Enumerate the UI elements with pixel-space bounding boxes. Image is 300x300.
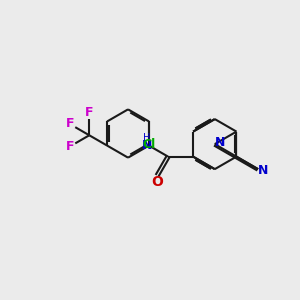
Text: N: N: [258, 164, 268, 177]
Text: N: N: [215, 136, 225, 149]
Text: Cl: Cl: [142, 138, 156, 151]
Text: O: O: [151, 175, 163, 189]
Text: N: N: [142, 139, 153, 152]
Text: F: F: [65, 140, 74, 153]
Text: F: F: [85, 106, 94, 119]
Text: H: H: [143, 133, 150, 143]
Text: F: F: [65, 117, 74, 130]
